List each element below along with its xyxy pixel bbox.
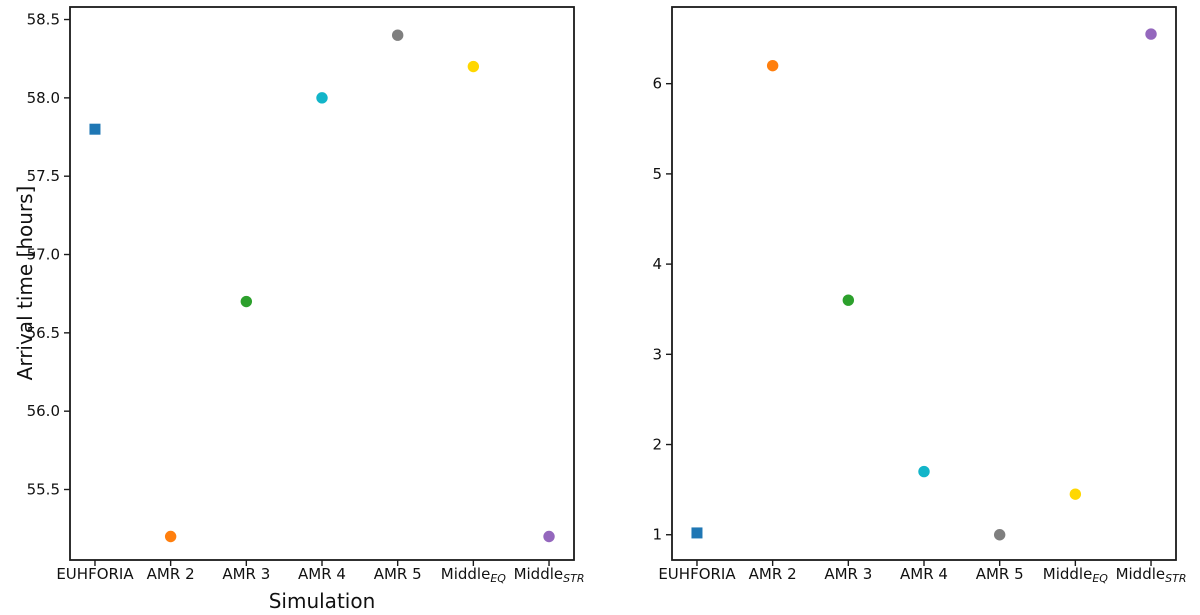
x-tick-label: MiddleEQ: [1043, 565, 1109, 585]
x-tick-label: EUHFORIA: [658, 565, 736, 583]
x-tick-label: AMR 3: [824, 565, 872, 583]
x-tick-label: AMR 5: [374, 565, 422, 583]
x-tick-label: AMR 2: [749, 565, 797, 583]
x-tick-label: AMR 3: [222, 565, 270, 583]
data-point-amr-2: [766, 59, 779, 72]
y-axis-label: Arrival time [hours]: [13, 186, 37, 381]
y-tick-label: 56.5: [27, 324, 60, 342]
x-tick-label: AMR 5: [976, 565, 1024, 583]
data-point-middle-str: [543, 530, 555, 543]
data-point-amr-3: [240, 295, 253, 308]
y-tick-label: 55.5: [27, 481, 60, 499]
x-tick-label: EUHFORIA: [56, 565, 134, 583]
x-tick-label: AMR 4: [298, 565, 346, 583]
y-tick-label: 58.5: [27, 11, 60, 29]
y-tick-label: 57.5: [27, 167, 60, 185]
x-tick-label: MiddleSTR: [1116, 565, 1187, 585]
y-tick-label: 3: [652, 345, 662, 363]
y-tick-label: 58.0: [27, 89, 60, 107]
x-axis-label: Simulation: [269, 589, 376, 613]
data-point-middle-eq: [1069, 488, 1082, 500]
data-point-euhforia: [691, 527, 703, 539]
y-tick-label: 2: [652, 436, 662, 454]
x-tick-label: MiddleSTR: [514, 565, 585, 585]
y-tick-label: 5: [652, 165, 662, 183]
x-tick-label: AMR 4: [900, 565, 948, 583]
data-point-euhforia: [89, 123, 101, 135]
axes-spines: [69, 6, 575, 561]
y-tick-label: 56.0: [27, 402, 60, 420]
x-tick-label: AMR 2: [147, 565, 195, 583]
data-point-middle-str: [1145, 28, 1157, 40]
y-tick-label: 1: [652, 526, 662, 544]
y-tick-label: 4: [652, 255, 662, 273]
data-point-amr-3: [842, 294, 855, 306]
data-point-amr-5: [391, 29, 404, 41]
y-tick-label: 57.0: [27, 246, 60, 264]
data-point-amr-4: [316, 92, 328, 104]
data-point-amr-2: [164, 530, 177, 543]
y-tick-label: 6: [652, 75, 662, 93]
data-point-amr-5: [993, 529, 1006, 541]
data-point-amr-4: [918, 465, 930, 478]
x-tick-label: MiddleEQ: [441, 565, 507, 585]
data-point-middle-eq: [467, 60, 480, 73]
panel-right: 1 2 3 4 5 6 EUHFORIA AMR 2 AMR 3 AMR 4 AMR 5 Middle…: [652, 6, 1187, 585]
panel-left: 55.5 56.0 56.5 57.0 57.5 58.0 58.5 EUHFORIA AMR …: [27, 6, 585, 585]
plot-panels: 55.5 56.0 56.5 57.0 57.5 58.0 58.5 EUHFORIA AMR …: [27, 6, 1187, 585]
